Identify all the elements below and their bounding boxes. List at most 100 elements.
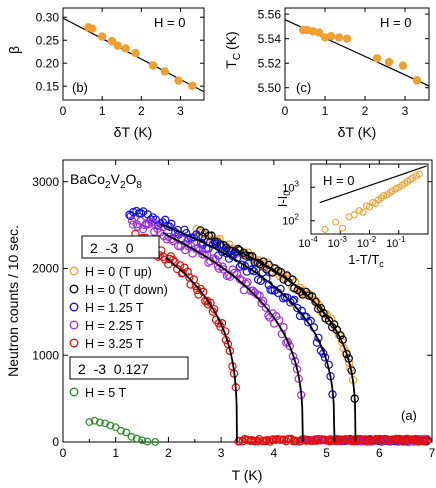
panel-c-points [298,25,422,85]
panel-a-points [85,206,432,446]
panel-c-ylabel: TC (K) [223,31,243,68]
data-point-1 [319,309,328,318]
x-tick-label: 2 [362,104,369,118]
data-point [334,33,344,42]
x-tick-label: 3 [218,446,225,460]
panel-c-ylabel-main: T [223,60,239,69]
inset-data-point [332,218,340,226]
x-tick-label: 1 [99,104,106,118]
data-point [97,32,107,41]
data-point-5T [90,416,99,425]
data-point-4 [411,434,420,444]
data-point-5T [127,432,136,441]
data-point [174,76,183,85]
data-point-1 [311,297,320,307]
legend-marker-h5 [69,387,79,397]
inset-data-point [365,203,374,211]
y-tick-label: 0.25 [36,33,60,47]
legend-label-h225: H = 2.25 T [85,319,144,333]
data-point-5T [138,436,146,445]
compound-v: V [111,171,121,187]
legend-label-h325: H = 3.25 T [85,337,144,351]
inset-y-tick-label: 103 [282,179,299,194]
data-point [148,61,158,70]
inset-xlabel-sub: c [379,259,384,269]
legend-marker-h125 [69,302,79,312]
inset-data-point [415,170,423,178]
y-tick-label: 5.52 [258,56,282,70]
panel-b-panel-label: (b) [72,80,88,95]
x-tick-label: 0 [60,446,67,460]
panel-b-xlabel: δT (K) [114,124,153,140]
panel-a-ylabel: Neutron counts / 10 sec. [5,225,21,377]
x-tick-label: 3 [402,104,409,118]
data-point-3 [257,299,266,308]
data-point-4 [415,437,424,446]
inset-x-tick-label: 10-4 [298,235,318,250]
data-point [326,32,336,41]
inset-data-point [350,211,358,219]
data-point-4 [183,267,192,276]
panel-b-ticks: 0 1 2 3 0.15 0.20 0.25 0.30 [36,8,204,118]
panel-c-panel-label: (c) [296,80,311,95]
data-point-4 [178,268,187,277]
data-point-4 [292,436,301,446]
x-tick-label: 2 [165,446,172,460]
inset-data-point [388,187,396,195]
data-point [113,41,123,50]
legend-group-1-box [81,235,160,259]
data-point [88,24,97,33]
panel-a-ticks: 0 1 2 3 4 5 6 7 0 1000 2000 3000 [32,160,436,460]
data-point-5T [117,426,125,435]
data-point-4 [391,434,401,444]
legend-marker-h225 [69,320,79,330]
data-point-5T [122,428,131,437]
inset-xlabel: 1-T/Tc [348,252,384,269]
y-tick-label: 3000 [32,175,59,189]
legend-label-h125: H = 1.25 T [85,301,144,315]
panel-b-annotation: H = 0 [154,15,185,30]
inset-data-point [339,224,347,232]
legend-marker-h0-down [69,284,79,294]
inset-x-tick-label: 10-1 [386,235,406,250]
data-point-3 [243,278,252,287]
panel-c-frame [284,7,430,101]
x-tick-label: 5 [323,446,330,460]
compound-co: Co [87,171,105,187]
inset-ylabel: I-I0 [275,191,292,208]
data-point-3 [128,220,138,229]
data-point-4 [336,435,345,444]
data-point-2 [293,303,302,313]
data-point-1 [342,349,351,359]
inset-data-point [355,207,363,215]
inset-data-point [409,174,417,182]
inset-fit-line [319,165,427,204]
inset-data-point [377,194,385,202]
panel-a-fit-curves [160,222,357,443]
legend-marker-h325 [69,338,79,348]
data-point-5T [95,418,104,427]
data-point [372,54,382,63]
data-point [121,44,130,53]
compound-v-sub: 2 [120,180,126,191]
legend-label-h5: H = 5 T [85,386,126,400]
data-point-3 [285,341,294,351]
fit-curve-1 [231,246,357,443]
data-point-2 [258,268,267,277]
panel-c-xlabel: δT (K) [338,124,377,140]
data-point-4 [253,436,263,446]
inset-points [321,170,423,233]
panel-c-ticks: 0 1 2 3 5.50 5.52 5.54 5.56 [258,7,429,118]
data-point [188,81,197,90]
compound-ba: Ba [70,171,87,187]
data-point-4 [286,434,296,444]
y-tick-label: 5.50 [258,81,282,95]
data-point-1 [316,303,326,313]
data-point-5T [132,434,141,443]
data-point-4 [401,436,410,445]
data-point-4 [423,435,432,445]
panel-b-frame [62,7,205,101]
y-tick-label: 0.15 [36,79,60,93]
legend-group-2-label: 2 -3 0.127 [78,361,149,377]
